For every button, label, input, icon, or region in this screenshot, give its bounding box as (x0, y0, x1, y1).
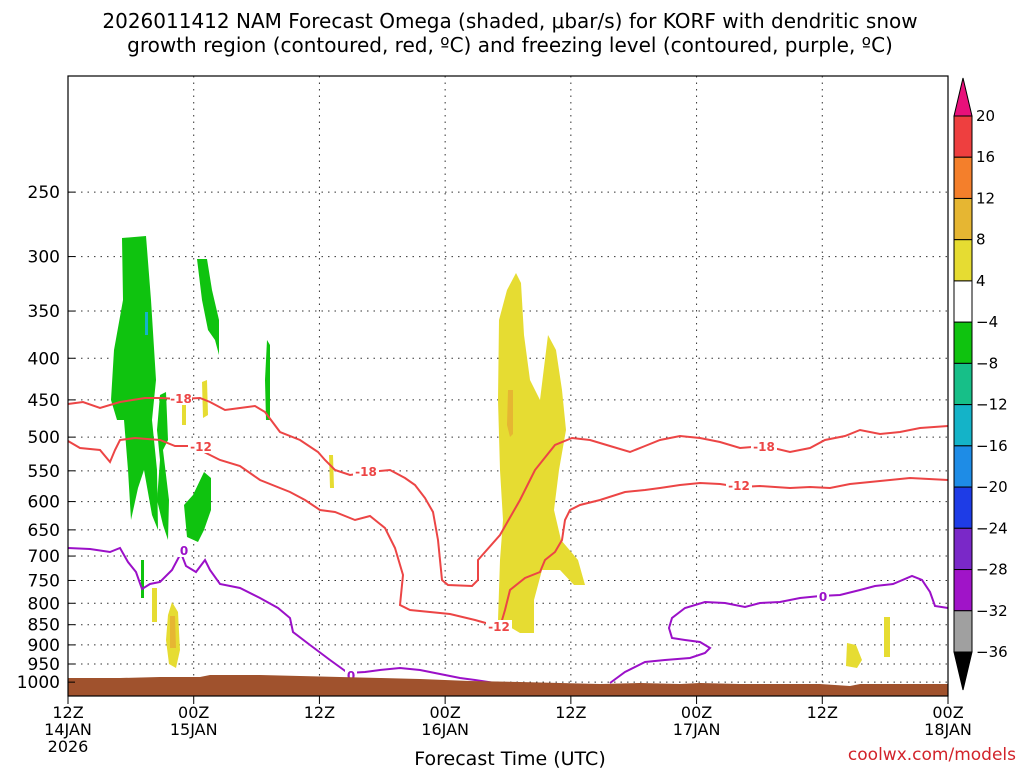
y-tick-label: 850 (28, 616, 60, 636)
colorbar-swatch (953, 569, 973, 612)
y-tick-label: 600 (28, 493, 60, 513)
colorbar-label: −4 (976, 313, 998, 331)
colorbar-swatch (953, 239, 973, 282)
colorbar-label: 4 (976, 272, 986, 290)
colorbar-swatch (953, 527, 973, 571)
contour-freezing-level-0-east (609, 574, 949, 684)
x-tick-label: 15JAN (170, 720, 218, 739)
colorbar-label: −20 (976, 478, 1008, 496)
omega-region-upward-mid-sliver (141, 560, 144, 598)
contour-lines: -18 -18 -18 -12 -12 -12 0 0 0 (67, 392, 949, 684)
colorbar-swatch (953, 197, 973, 241)
plot-frame (67, 75, 949, 697)
y-tick-label: 300 (28, 248, 60, 268)
x-tick-label: 17JAN (673, 720, 721, 739)
x-tick-label: 16JAN (421, 720, 469, 739)
x-axis-label: Forecast Time (UTC) (414, 748, 605, 768)
y-axis-ticks: 2503003504004505005506006507007508008509… (17, 183, 75, 693)
contour-label-minus-18-a: -18 (170, 392, 192, 406)
colorbar-swatch (953, 115, 973, 158)
x-tick-label: 2026 (48, 737, 89, 756)
y-tick-label: 750 (28, 571, 60, 591)
omega-region-downward-dot-c (329, 455, 334, 488)
x-tick-label: 00Z (681, 703, 712, 722)
y-tick-label: 900 (28, 636, 60, 656)
y-tick-label: 650 (28, 521, 60, 541)
colorbar-bottom-triangle (953, 651, 973, 691)
contour-label-zero-a: 0 (180, 544, 188, 558)
y-tick-label: 250 (28, 183, 60, 203)
omega-region-upward-west-tall (111, 236, 158, 530)
terrain-ground (68, 675, 948, 696)
colorbar-swatch (953, 445, 973, 488)
colorbar-swatch (953, 156, 973, 199)
colorbar-swatch (953, 280, 973, 323)
omega-region-downward-16jan (498, 273, 585, 633)
y-tick-label: 950 (28, 655, 60, 675)
y-tick-label: 400 (28, 349, 60, 369)
contour-label-minus-12-a: -12 (190, 440, 212, 454)
x-tick-label: 00Z (178, 703, 209, 722)
colorbar-label: 8 (976, 231, 986, 249)
y-tick-label: 700 (28, 547, 60, 567)
y-tick-label: 500 (28, 428, 60, 448)
x-tick-label: 12Z (52, 703, 83, 722)
colorbar: 20 16 12 8 4 −4 −8 −12 −16 −20 −24 −28 −32 −36 (953, 77, 1008, 691)
colorbar-label: −24 (976, 519, 1008, 537)
colorbar-label: −8 (976, 354, 998, 372)
colorbar-label: 16 (976, 148, 995, 166)
omega-region-upward-0z-lower (184, 472, 211, 542)
omega-region-upward-18z-sliver (265, 340, 270, 420)
x-tick-label: 12Z (807, 703, 838, 722)
omega-region-cyan-fleck (145, 312, 148, 335)
omega-shading (111, 236, 890, 668)
colorbar-swatch (953, 362, 973, 406)
omega-region-upward-west-lower (157, 392, 169, 540)
x-tick-label: 12Z (555, 703, 586, 722)
chart-title-line-1: 2026011412 NAM Forecast Omega (shaded, μ… (102, 9, 917, 33)
chart-title-line-2: growth region (contoured, red, ºC) and f… (127, 33, 893, 57)
colorbar-label: −16 (976, 437, 1008, 455)
y-tick-label: 550 (28, 462, 60, 482)
omega-region-downward-14jan-max (170, 616, 176, 648)
contour-labels: -18 -18 -18 -12 -12 -12 0 0 0 (170, 392, 829, 683)
y-tick-label: 800 (28, 594, 60, 614)
contour-freezing-level-0 (67, 546, 496, 684)
omega-region-upward-west-thin (143, 420, 147, 470)
contour-label-zero-b: 0 (347, 669, 355, 683)
colorbar-label: 12 (976, 189, 995, 207)
colorbar-top-triangle (953, 77, 973, 117)
colorbar-swatch (953, 321, 973, 364)
x-tick-label: 12Z (304, 703, 335, 722)
x-tick-label: 18JAN (924, 720, 972, 739)
colorbar-label: 20 (976, 107, 995, 125)
contour-label-minus-18-b: -18 (355, 465, 377, 479)
omega-region-downward-17jan-a (846, 643, 862, 668)
colorbar-label: −36 (976, 643, 1008, 661)
contour-label-minus-12-b: -12 (488, 620, 510, 634)
colorbar-swatch (953, 486, 973, 529)
contour-label-minus-18-c: -18 (753, 440, 775, 454)
x-tick-label: 00Z (429, 703, 460, 722)
omega-region-downward-16jan-max (507, 390, 513, 437)
omega-region-upward-0z-upper (197, 259, 219, 355)
colorbar-swatch (953, 404, 973, 447)
colorbar-swatch (953, 610, 973, 653)
omega-region-downward-17jan-b (884, 617, 890, 657)
x-tick-label: 00Z (932, 703, 963, 722)
omega-region-downward-14jan-small (152, 588, 157, 622)
x-tick-label: 14JAN (44, 720, 92, 739)
contour-label-minus-12-c: -12 (728, 479, 750, 493)
contour-label-zero-c: 0 (819, 590, 827, 604)
omega-region-downward-dot-b (182, 400, 186, 425)
colorbar-label: −32 (976, 602, 1008, 620)
y-tick-label: 350 (28, 302, 60, 322)
colorbar-label: −28 (976, 561, 1008, 579)
credit-text: coolwx.com/models (848, 745, 1016, 765)
y-tick-label: 1000 (17, 673, 60, 693)
colorbar-label: −12 (976, 396, 1008, 414)
y-tick-label: 450 (28, 391, 60, 411)
